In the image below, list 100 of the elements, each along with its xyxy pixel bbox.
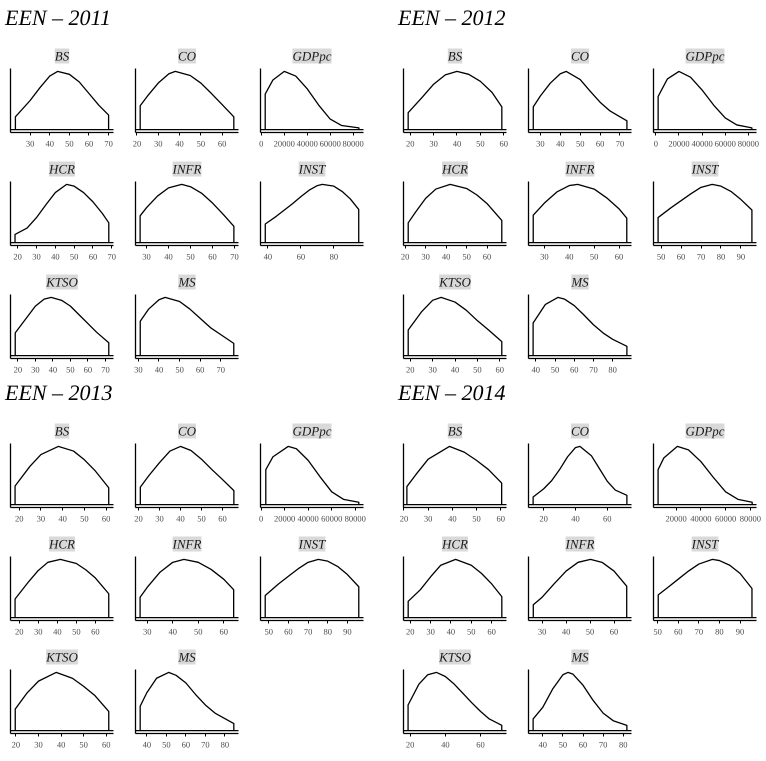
- x-tick-label: 60: [219, 626, 228, 636]
- x-tick-label: 90: [343, 626, 352, 636]
- chart-title: INST: [298, 162, 326, 176]
- x-tick-label: 70: [694, 626, 704, 636]
- chart-title: CO: [178, 424, 197, 438]
- x-tick-label: 40: [58, 514, 67, 524]
- chart-title: BS: [448, 424, 463, 438]
- chart-title: INFR: [564, 536, 594, 552]
- x-tick-label: 40: [45, 138, 54, 148]
- x-tick-label: 60: [499, 138, 508, 148]
- x-tick-label: 60: [596, 138, 604, 148]
- x-tick-label: 60: [91, 626, 100, 636]
- x-tick-label: 30: [142, 252, 151, 262]
- x-tick-label: 30: [424, 514, 432, 524]
- x-tick-label: 20: [406, 626, 414, 636]
- x-tick-label: 80000: [738, 138, 760, 148]
- x-tick-label: 40: [53, 626, 62, 636]
- x-tick-label: 80000: [342, 138, 364, 148]
- x-tick-label: 70: [696, 252, 706, 262]
- x-tick-label: 30: [26, 138, 34, 148]
- x-tick-label: 40: [175, 138, 184, 148]
- x-tick-label: 40: [441, 740, 450, 750]
- x-tick-label: 40: [538, 740, 548, 750]
- x-tick-label: 80000: [740, 514, 761, 524]
- x-tick-label: 30: [36, 514, 46, 524]
- chart-title: MS: [570, 650, 590, 664]
- x-tick-label: 60: [603, 514, 612, 524]
- x-tick-label: 40000: [296, 138, 318, 148]
- x-tick-label: 50: [467, 626, 476, 636]
- x-tick-label: 20: [400, 252, 410, 262]
- x-tick-label: 40: [51, 252, 60, 262]
- x-tick-label: 30: [429, 138, 438, 148]
- x-tick-label: 0: [259, 138, 264, 148]
- x-tick-label: 50: [80, 514, 89, 524]
- x-tick-label: 60: [496, 514, 505, 524]
- x-tick-label: 40000: [691, 138, 713, 148]
- x-tick-label: 50: [558, 740, 568, 750]
- chart-title: INST: [690, 162, 720, 176]
- x-tick-label: 60: [208, 252, 217, 262]
- x-tick-label: 70: [616, 138, 624, 148]
- x-tick-label: 50: [79, 740, 88, 750]
- chart-title: GDPpc: [686, 424, 725, 438]
- x-tick-label: 80000: [344, 514, 366, 524]
- x-tick-label: 70: [108, 252, 116, 262]
- chart-title: MS: [177, 650, 196, 664]
- chart-title: KTSO: [438, 274, 472, 290]
- text: EEN – 2012: [398, 5, 506, 31]
- x-tick-label: 50: [196, 138, 206, 148]
- x-tick-label: 40: [565, 252, 574, 262]
- x-tick-label: 50: [473, 364, 482, 374]
- x-tick-label: 30: [134, 364, 143, 374]
- chart-title: BS: [54, 48, 70, 64]
- chart-title: KTSO: [438, 650, 472, 664]
- chart-title: INFR: [172, 536, 202, 552]
- x-tick-label: 60000: [320, 138, 341, 148]
- x-tick-label: 20: [14, 364, 22, 374]
- chart-title: BS: [54, 424, 70, 438]
- x-tick-label: 20: [12, 740, 20, 750]
- x-tick-label: 50: [576, 138, 584, 148]
- chart-title: GDPpc: [292, 48, 332, 64]
- chart-title: MS: [570, 274, 590, 290]
- chart-title: KTSO: [45, 274, 79, 290]
- x-tick-label: 50: [162, 740, 171, 750]
- x-tick-label: 50: [66, 364, 75, 374]
- chart-title: HCR: [441, 536, 468, 552]
- x-tick-label: 50: [462, 252, 471, 262]
- x-tick-label: 80: [619, 740, 628, 750]
- x-tick-label: 60: [610, 626, 618, 636]
- x-tick-label: 40: [176, 514, 185, 524]
- x-tick-label: 50: [175, 364, 184, 374]
- x-tick-label: 60: [487, 626, 496, 636]
- x-tick-label: 40: [562, 626, 570, 636]
- chart-title: INST: [690, 536, 720, 552]
- x-tick-label: 50: [65, 138, 74, 148]
- chart-title: HCR: [441, 162, 468, 176]
- x-tick-label: 40: [532, 364, 540, 374]
- x-tick-label: 70: [598, 740, 608, 750]
- x-tick-label: 60: [570, 364, 578, 374]
- x-tick-label: 50: [472, 514, 481, 524]
- x-tick-label: 60: [674, 626, 682, 636]
- x-tick-label: 40000: [298, 514, 319, 524]
- x-tick-label: 60: [482, 252, 492, 262]
- x-tick-label: 80: [608, 364, 617, 374]
- x-tick-label: 20: [539, 514, 548, 524]
- x-tick-label: 20: [134, 514, 143, 524]
- x-tick-label: 20: [15, 626, 24, 636]
- x-tick-label: 60: [182, 740, 190, 750]
- x-tick-label: 90: [736, 252, 746, 262]
- x-tick-label: 30: [540, 252, 549, 262]
- x-tick-label: 20000: [668, 138, 690, 148]
- x-tick-label: 60: [284, 626, 293, 636]
- x-tick-label: 30: [142, 626, 152, 636]
- x-tick-label: 30: [421, 252, 430, 262]
- x-tick-label: 60: [476, 740, 485, 750]
- x-tick-label: 60: [84, 138, 94, 148]
- x-tick-label: 50: [586, 626, 594, 636]
- x-tick-label: 20: [132, 138, 142, 148]
- chart-title: KTSO: [45, 650, 79, 664]
- x-tick-label: 60000: [714, 138, 736, 148]
- x-tick-label: 30: [34, 740, 43, 750]
